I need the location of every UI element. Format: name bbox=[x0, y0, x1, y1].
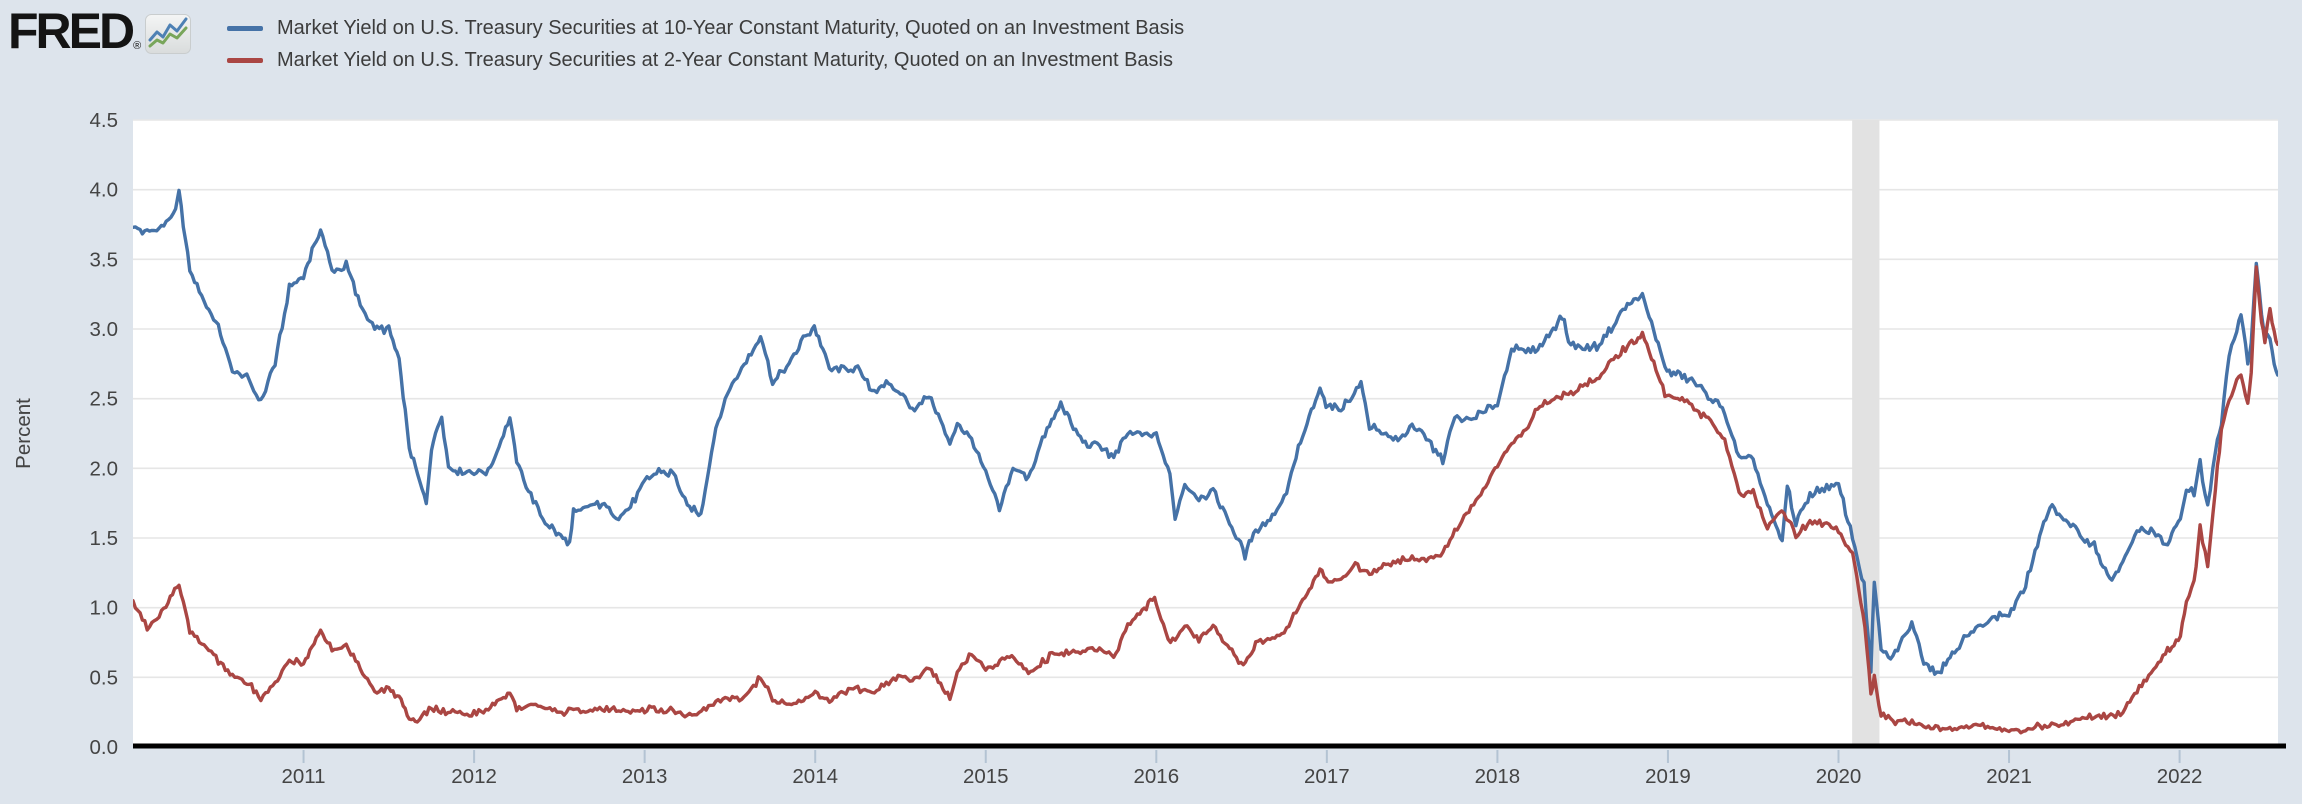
y-tick-label-3.5: 3.5 bbox=[90, 248, 119, 271]
line-chart-tile-icon bbox=[145, 14, 192, 54]
legend-item-10-year: Market Yield on U.S. Treasury Securities… bbox=[227, 12, 1184, 44]
y-tick-label-4.5: 4.5 bbox=[90, 109, 119, 132]
y-tick-label-0.5: 0.5 bbox=[90, 666, 119, 689]
y-tick-label-3.0: 3.0 bbox=[90, 318, 119, 341]
legend-swatch-2-year bbox=[227, 57, 263, 63]
y-tick-label-2.0: 2.0 bbox=[90, 457, 119, 480]
legend-swatch-10-year bbox=[227, 25, 263, 31]
y-tick-label-2.5: 2.5 bbox=[90, 388, 119, 411]
y-tick-label-1.5: 1.5 bbox=[90, 527, 119, 550]
y-tick-label-4.0: 4.0 bbox=[90, 179, 119, 202]
x-tick-label-2012: 2012 bbox=[451, 765, 497, 788]
legend: Market Yield on U.S. Treasury Securities… bbox=[227, 12, 1184, 76]
y-tick-label-1.0: 1.0 bbox=[90, 597, 119, 620]
x-tick-label-2016: 2016 bbox=[1133, 765, 1179, 788]
x-axis-line bbox=[133, 743, 2286, 749]
x-tick-label-2017: 2017 bbox=[1304, 765, 1350, 788]
x-tick-label-2021: 2021 bbox=[1986, 765, 2032, 788]
y-tick-label-0.0: 0.0 bbox=[90, 736, 119, 759]
legend-item-2-year: Market Yield on U.S. Treasury Securities… bbox=[227, 44, 1184, 76]
x-tick-label-2014: 2014 bbox=[792, 765, 838, 788]
fred-logo-text: FRED bbox=[8, 3, 135, 59]
legend-label: Market Yield on U.S. Treasury Securities… bbox=[277, 48, 1173, 71]
x-tick-label-2022: 2022 bbox=[2157, 765, 2203, 788]
plot-background bbox=[133, 120, 2278, 747]
registered-mark: ® bbox=[133, 40, 142, 52]
x-tick-label-2020: 2020 bbox=[1816, 765, 1862, 788]
series-line-2-year bbox=[133, 265, 2278, 735]
chart-header: FRED ® Market Yield on U.S. Treasury Sec… bbox=[0, 0, 2302, 82]
x-tick-label-2018: 2018 bbox=[1475, 765, 1521, 788]
x-tick-label-2019: 2019 bbox=[1645, 765, 1691, 788]
x-tick-label-2013: 2013 bbox=[622, 765, 668, 788]
series-line-10-year bbox=[133, 188, 2278, 676]
fred-logo[interactable]: FRED ® bbox=[8, 3, 192, 59]
x-tick-label-2011: 2011 bbox=[282, 765, 326, 788]
series-group bbox=[133, 188, 2278, 735]
y-axis-title: Percent bbox=[12, 398, 35, 469]
legend-label: Market Yield on U.S. Treasury Securities… bbox=[277, 16, 1185, 39]
x-tick-label-2015: 2015 bbox=[963, 765, 1009, 788]
